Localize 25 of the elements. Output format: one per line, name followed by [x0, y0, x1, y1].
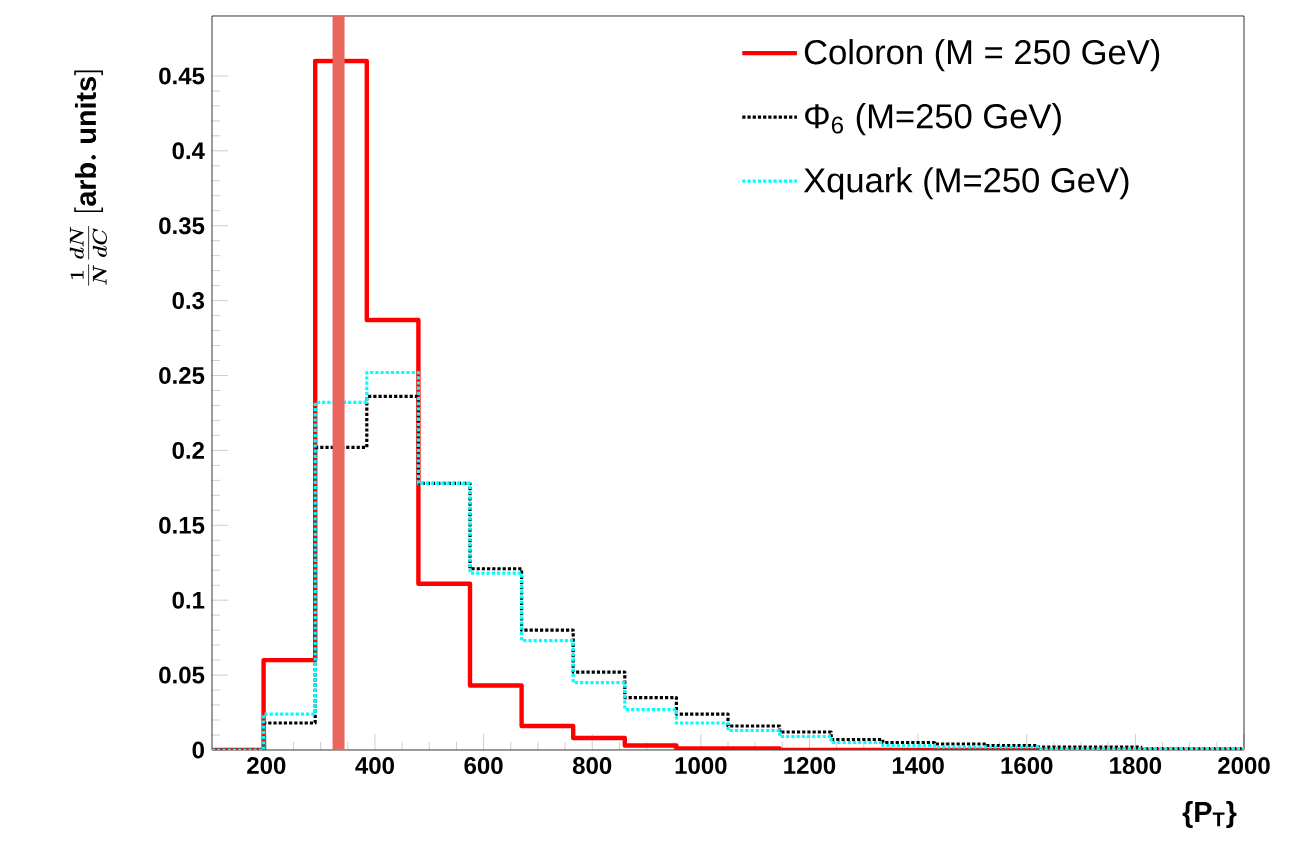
x-tick-label: 1800 — [1110, 757, 1162, 775]
x-tick-label: 1400 — [892, 757, 944, 775]
y-tick-label: 0.45 — [159, 67, 205, 85]
x-tick-label: 1200 — [784, 757, 836, 775]
y-tick-label: 0.4 — [172, 142, 205, 160]
legend-label: Xquark (M=250 GeV) — [803, 167, 1129, 200]
y-tick-label: 0.1 — [172, 591, 205, 609]
y-tick-label: 0.05 — [159, 666, 205, 684]
x-axis-title: {P$_{T}$} — [1182, 801, 1237, 828]
x-tick-label: 200 — [247, 757, 286, 775]
x-tick-label: 800 — [572, 757, 612, 775]
legend-label: Φ$_{6}$ (M=250 GeV) — [805, 103, 1061, 136]
y-tick-label: 0.2 — [172, 441, 204, 459]
y-tick-label: 0.3 — [172, 292, 205, 310]
y-tick-label: 0.15 — [159, 516, 205, 534]
y-tick-label: 0.25 — [159, 367, 205, 384]
x-tick-label: 2000 — [1218, 757, 1270, 775]
y-tick-label: 0 — [192, 741, 204, 759]
x-tick-label: 600 — [464, 757, 503, 775]
y-tick-label: 0.35 — [159, 217, 205, 235]
x-tick-label: 1000 — [675, 757, 727, 775]
x-tick-label: 400 — [355, 757, 394, 775]
y-axis-title: $\frac{1}{N}\frac{dN}{dC}\ \mathrm{[arb.\ units]}$ — [69, 70, 107, 286]
x-tick-label: 1600 — [1001, 757, 1053, 775]
legend-label: Coloron (M = 250 GeV) — [804, 39, 1160, 72]
